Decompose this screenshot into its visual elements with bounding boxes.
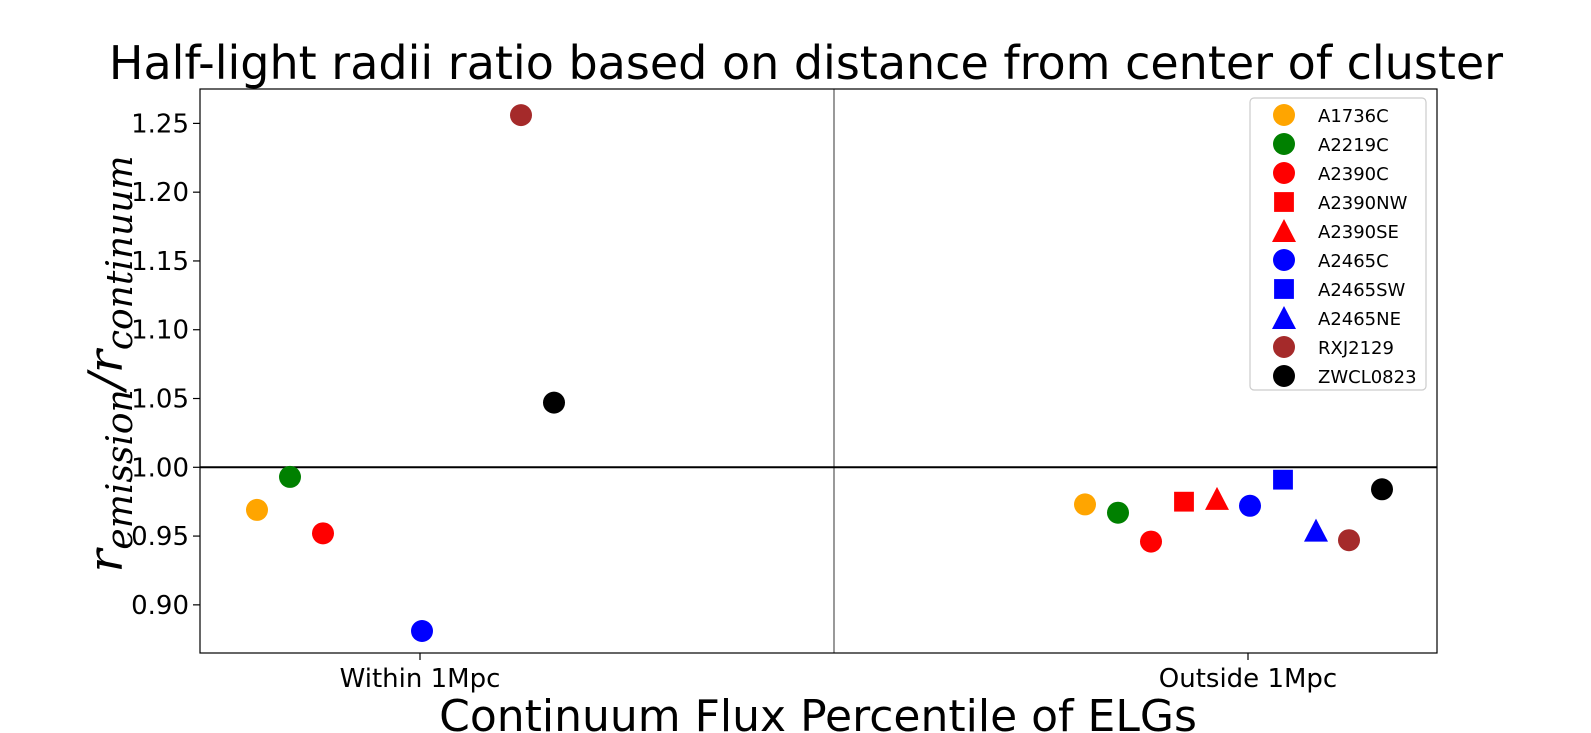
data-point-a1736c (1074, 493, 1096, 516)
data-point-a2390c (312, 522, 334, 545)
data-point-zwcl0823 (1371, 478, 1393, 501)
y-tick-label: 0.95 (131, 522, 189, 552)
legend-marker (1273, 365, 1295, 387)
x-axis: Within 1Mpc Outside 1Mpc (340, 653, 1337, 694)
data-point-rxj2129 (1338, 529, 1360, 552)
data-points (246, 104, 1393, 642)
data-point-a2465ne (1304, 518, 1328, 542)
legend-label: A2465SW (1318, 280, 1406, 301)
y-axis-label: remission/rcontinuum (78, 155, 141, 572)
x-axis-label: Continuum Flux Percentile of ELGs (439, 691, 1197, 733)
y-tick-label: 1.00 (131, 453, 189, 483)
data-point-a2390c (1140, 530, 1162, 553)
y-tick-label: 0.90 (131, 591, 189, 621)
legend-marker (1273, 249, 1295, 271)
legend-marker (1273, 162, 1295, 184)
legend-marker (1273, 104, 1295, 126)
legend-marker (1272, 306, 1296, 329)
y-tick-label: 1.05 (131, 385, 189, 415)
data-point-a1736c (246, 498, 268, 521)
y-tick-label: 1.20 (131, 178, 189, 208)
legend-label: A1736C (1318, 106, 1389, 127)
data-point-a2465c (1239, 494, 1261, 517)
y-tick-label: 1.10 (131, 316, 189, 346)
x-tick-label: Within 1Mpc (340, 664, 501, 694)
data-point-a2465c (411, 619, 433, 642)
x-tick-label: Outside 1Mpc (1159, 664, 1337, 694)
legend-label: A2390SE (1318, 222, 1399, 243)
legend-label: A2219C (1318, 135, 1389, 156)
y-axis: 0.90 0.95 1.00 1.05 1.10 1.15 1.20 1.25 (131, 109, 200, 621)
y-tick-label: 1.15 (131, 247, 189, 277)
data-point-rxj2129 (510, 104, 532, 127)
legend-marker (1274, 279, 1294, 299)
data-point-a2390nw (1174, 491, 1194, 512)
legend-label: A2465NE (1318, 309, 1401, 330)
data-point-a2465sw (1273, 469, 1293, 490)
legend-label: ZWCL0823 (1318, 367, 1417, 388)
legend-label: RXJ2129 (1318, 338, 1394, 359)
chart-title: Half-light radii ratio based on distance… (109, 36, 1503, 90)
data-point-a2219c (279, 465, 301, 488)
y-tick-label: 1.25 (131, 109, 189, 139)
data-point-zwcl0823 (543, 391, 565, 414)
legend-label: A2465C (1318, 251, 1389, 272)
legend-label: A2390C (1318, 164, 1389, 185)
legend-label: A2390NW (1318, 193, 1408, 214)
legend: A1736C A2219C A2390C A2390NW A2390SE A2465C A2… (1249, 97, 1427, 391)
plot-area (199, 88, 1438, 654)
data-point-a2390se (1205, 486, 1229, 510)
legend-marker (1272, 219, 1296, 242)
data-point-a2219c (1107, 501, 1129, 524)
legend-marker (1274, 192, 1294, 212)
legend-marker (1273, 336, 1295, 358)
legend-marker (1273, 133, 1295, 155)
